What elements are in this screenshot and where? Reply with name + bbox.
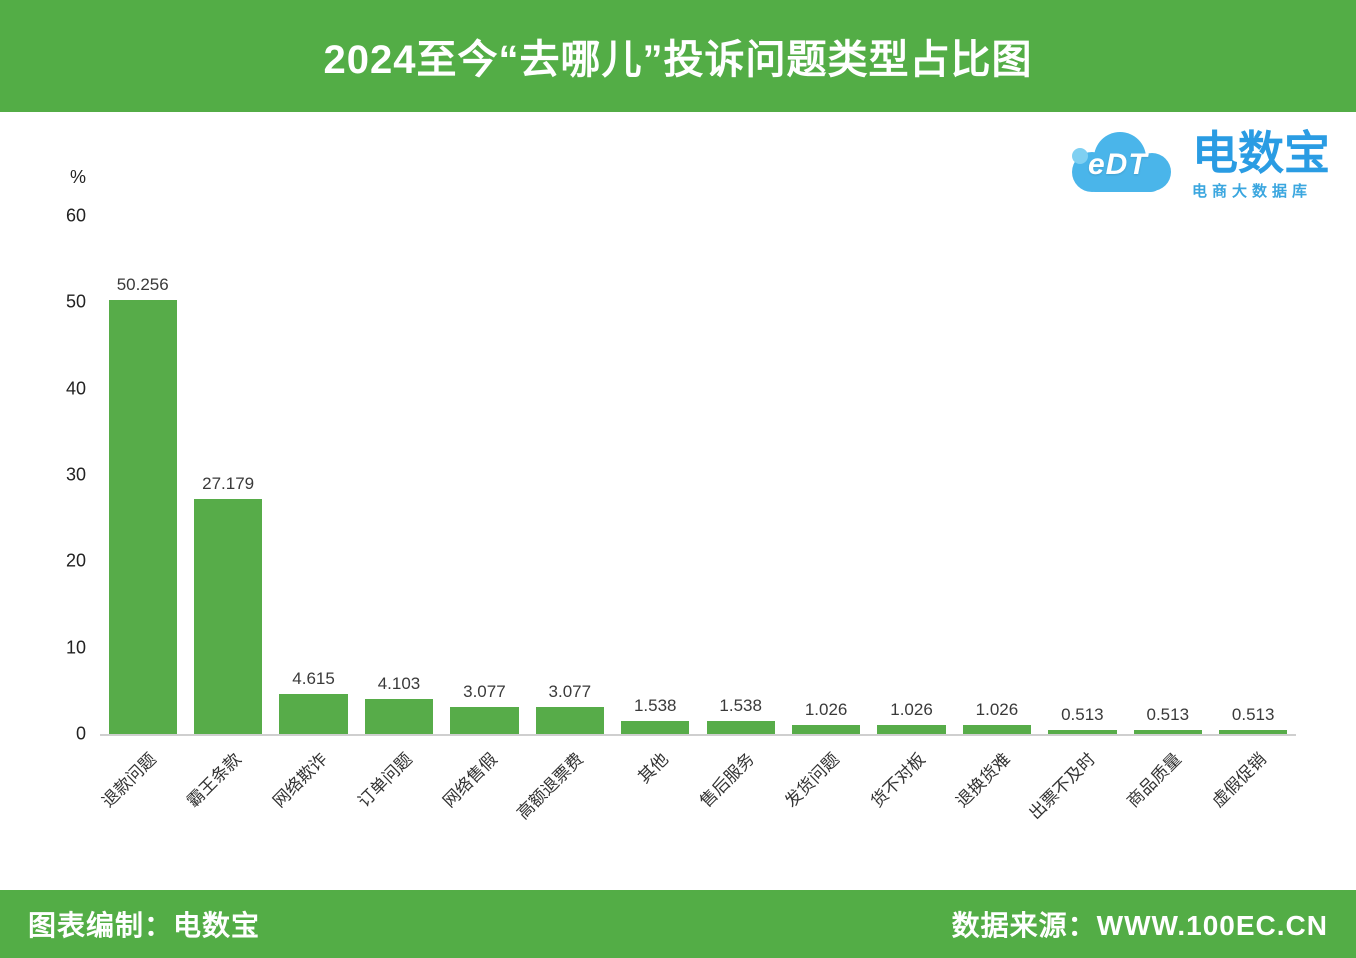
bar bbox=[1219, 729, 1288, 734]
x-category-label: 售后服务 bbox=[696, 749, 758, 812]
bar-value-label: 3.077 bbox=[548, 682, 592, 702]
bar-value-label: 1.538 bbox=[719, 695, 762, 715]
bar bbox=[279, 694, 348, 734]
y-axis-unit-label: % bbox=[69, 167, 86, 187]
bar-chart-plot: % 50.256 退款问题 27.179 霸王条款 4.615 网络欺诈 4.103 订单问题… bbox=[66, 167, 1296, 823]
bar-value-label: 3.077 bbox=[463, 682, 506, 702]
bar bbox=[1048, 729, 1117, 734]
cloud-logo-icon: eDT bbox=[1062, 126, 1182, 204]
bar-slot: 1.026 发货问题 bbox=[782, 216, 868, 811]
x-category-label: 出票不及时 bbox=[1025, 749, 1100, 824]
bar-value-label: 0.513 bbox=[1061, 704, 1104, 724]
bar bbox=[621, 720, 690, 734]
bar-value-label: 0.513 bbox=[1231, 704, 1275, 724]
footer-credit: 图表编制：电数宝 bbox=[28, 910, 261, 941]
cloud-logo-text: eDT bbox=[1088, 148, 1148, 181]
bar-slot: 27.179 霸王条款 bbox=[184, 216, 270, 811]
bar bbox=[877, 725, 946, 734]
bar-slot: 50.256 退款问题 bbox=[98, 216, 185, 811]
x-category-label: 退换货难 bbox=[952, 749, 1014, 812]
bars-container: 50.256 退款问题 27.179 霸王条款 4.615 网络欺诈 4.103 订单问题 3.… bbox=[98, 216, 1296, 823]
bar-slot: 1.538 售后服务 bbox=[696, 216, 783, 811]
brand-logo: eDT 电数宝 电商大数据库 bbox=[1062, 126, 1330, 204]
bar bbox=[962, 725, 1032, 734]
bar bbox=[791, 725, 861, 734]
bar-value-label: 0.513 bbox=[1146, 704, 1190, 724]
bar-slot: 1.026 退换货难 bbox=[952, 216, 1039, 811]
chart-area: eDT 电数宝 电商大数据库 % 50.256 退款问题 27.179 霸王条款 4.6… bbox=[0, 112, 1356, 890]
x-category-label: 网络欺诈 bbox=[269, 749, 331, 812]
bar-slot: 3.077 高额退票费 bbox=[513, 216, 612, 823]
x-category-label: 退款问题 bbox=[98, 749, 160, 812]
chart-header: 2024至今“去哪儿”投诉问题类型占比图 bbox=[0, 0, 1356, 112]
bar-slot: 4.103 订单问题 bbox=[354, 216, 441, 811]
footer-source: 数据来源：WWW.100EC.CN bbox=[951, 910, 1328, 941]
bar-slot: 0.513 商品质量 bbox=[1123, 216, 1210, 811]
x-category-label: 货不对板 bbox=[866, 749, 929, 812]
x-category-label: 订单问题 bbox=[354, 749, 416, 812]
brand-name: 电数宝 bbox=[1192, 126, 1330, 179]
bar-value-label: 4.615 bbox=[292, 669, 335, 689]
bar-slot: 0.513 出票不及时 bbox=[1026, 216, 1125, 823]
bar-value-label: 1.538 bbox=[633, 695, 677, 715]
bar bbox=[706, 720, 775, 734]
y-tick-label: 0 bbox=[75, 723, 86, 744]
bar bbox=[364, 698, 434, 734]
y-tick-label: 40 bbox=[65, 378, 86, 399]
bar bbox=[108, 300, 177, 734]
x-category-label: 虚假促销 bbox=[1208, 749, 1271, 812]
bar-value-label: 1.026 bbox=[804, 700, 848, 720]
x-category-label: 商品质量 bbox=[1123, 749, 1185, 812]
bar bbox=[535, 707, 604, 734]
x-category-label: 其他 bbox=[634, 749, 673, 788]
bar-slot: 1.026 货不对板 bbox=[867, 216, 954, 811]
x-category-label: 霸王条款 bbox=[183, 749, 246, 812]
bar-value-label: 1.026 bbox=[975, 700, 1019, 720]
y-tick-label: 10 bbox=[65, 637, 86, 658]
x-category-label: 高额退票费 bbox=[513, 749, 587, 824]
bar-slot: 1.538 其他 bbox=[613, 216, 698, 787]
brand-subtitle: 电商大数据库 bbox=[1192, 183, 1313, 201]
bar-slot: 3.077 网络售假 bbox=[440, 216, 527, 811]
bar-slot: 4.615 网络欺诈 bbox=[269, 216, 356, 811]
y-tick-label: 30 bbox=[65, 464, 86, 485]
y-tick-label: 20 bbox=[65, 550, 86, 571]
y-tick-label: 50 bbox=[65, 291, 86, 312]
chart-title: 2024至今“去哪儿”投诉问题类型占比图 bbox=[323, 38, 1033, 82]
bar-value-label: 27.179 bbox=[202, 474, 255, 494]
x-category-label: 发货问题 bbox=[781, 749, 844, 812]
bar bbox=[1133, 729, 1202, 734]
chart-footer: 图表编制：电数宝 数据来源：WWW.100EC.CN bbox=[0, 890, 1356, 958]
bar-slot: 0.513 虚假促销 bbox=[1209, 216, 1295, 811]
bar-value-label: 50.256 bbox=[116, 275, 169, 295]
y-tick-label: 60 bbox=[65, 205, 86, 226]
bar-value-label: 4.103 bbox=[377, 673, 421, 693]
bar bbox=[450, 707, 519, 734]
bar bbox=[193, 499, 263, 734]
x-category-label: 网络售假 bbox=[439, 749, 502, 812]
bar-value-label: 1.026 bbox=[890, 700, 933, 720]
